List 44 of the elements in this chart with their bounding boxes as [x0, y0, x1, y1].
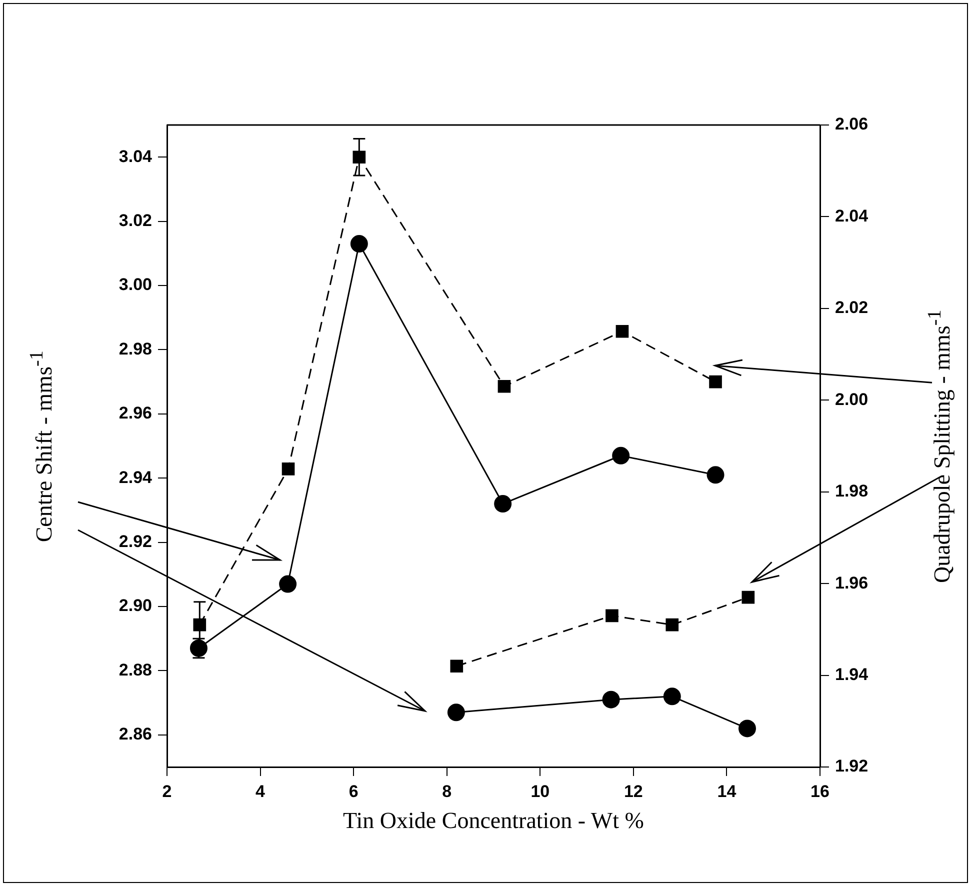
y-tick-label: 2.96: [118, 404, 152, 423]
point: [279, 575, 297, 593]
x-tick-label: 12: [624, 782, 643, 801]
y-tick-label: 3.02: [118, 210, 152, 230]
point: [450, 660, 464, 673]
point: [666, 618, 679, 632]
point: [663, 688, 681, 706]
y-tick-label: 2.98: [118, 339, 152, 358]
y2-tick-label: 1.92: [835, 756, 868, 776]
x-tick-label: 16: [810, 782, 830, 801]
point: [616, 324, 629, 338]
x-axis-title: Tin Oxide Concentration - Wt %: [342, 808, 645, 834]
point: [606, 609, 618, 622]
y2-tick-label: 2.06: [835, 114, 868, 134]
y2-tick-label: 2.02: [835, 298, 868, 318]
point: [494, 495, 512, 513]
y-tick-label: 3.00: [118, 275, 152, 294]
y2-tick-label: 2.00: [835, 390, 868, 409]
point: [738, 720, 756, 738]
y-tick-label: 3.04: [118, 146, 153, 166]
y-tick-label: 2.92: [118, 532, 152, 551]
x-tick-label: 14: [717, 782, 737, 801]
y2-tick-label: 2.04: [835, 206, 869, 226]
x-tick-label: 8: [442, 782, 452, 801]
point: [612, 446, 630, 464]
y2-tick-label: 1.96: [835, 573, 868, 592]
point: [709, 375, 722, 388]
point: [498, 380, 511, 393]
x-tick-label: 10: [530, 782, 550, 801]
point: [706, 466, 724, 484]
x-tick-label: 4: [256, 782, 266, 801]
point: [447, 704, 465, 722]
y-tick-label: 2.88: [118, 660, 152, 680]
point: [282, 462, 295, 476]
y-tick-label: 2.90: [118, 596, 152, 616]
y2-tick-label: 1.98: [835, 482, 868, 501]
point: [602, 690, 620, 708]
y2-tick-label: 1.94: [835, 664, 869, 684]
x-tick-label: 6: [348, 782, 358, 801]
point: [742, 590, 755, 604]
x-tick-label: 2: [162, 782, 172, 801]
y-tick-label: 2.94: [118, 468, 153, 487]
y-tick-label: 2.86: [118, 724, 152, 744]
point: [350, 235, 368, 253]
